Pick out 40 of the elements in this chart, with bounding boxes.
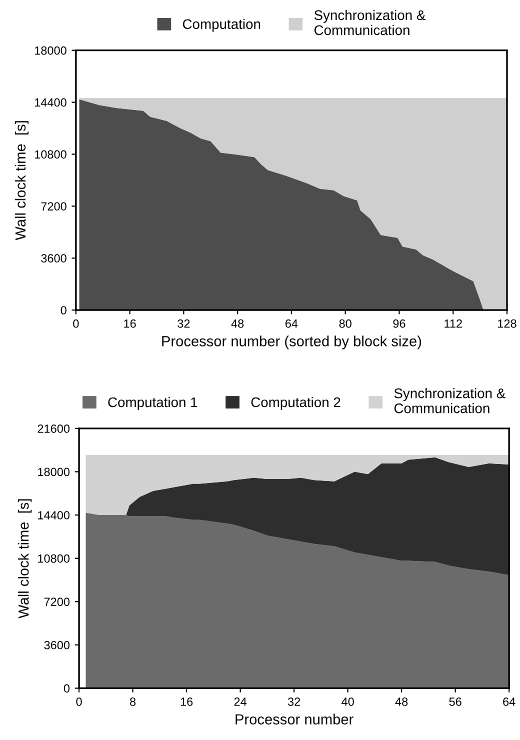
legend-label: Synchronization & Communication bbox=[314, 10, 426, 36]
x-tick-label: 48 bbox=[231, 319, 244, 328]
y-tick-label: 3600 bbox=[44, 640, 70, 650]
y-tick-label: 10800 bbox=[38, 554, 70, 563]
x-tick-label: 8 bbox=[130, 698, 136, 706]
x-axis-title: Processor number (sorted by block size) bbox=[162, 336, 422, 350]
legend-label: Computation bbox=[182, 18, 260, 32]
legend-label: Computation 2 bbox=[251, 396, 340, 410]
x-tick-label: 32 bbox=[288, 698, 300, 706]
y-tick-label: 7200 bbox=[44, 598, 70, 606]
x-axis-title: Processor number bbox=[236, 714, 354, 724]
y-tick-label: 14400 bbox=[38, 511, 70, 520]
x-tick-label: 48 bbox=[395, 698, 408, 706]
x-tick-label: 0 bbox=[76, 698, 82, 706]
x-tick-label: 32 bbox=[178, 319, 190, 328]
x-tick-label: 40 bbox=[342, 698, 354, 706]
y-tick-label: 3600 bbox=[41, 254, 66, 263]
y-tick-label: 21600 bbox=[38, 424, 70, 433]
y-tick-label: 0 bbox=[60, 306, 66, 314]
x-tick-label: 56 bbox=[449, 698, 462, 706]
y-tick-label: 0 bbox=[64, 684, 70, 693]
x-tick-label: 128 bbox=[498, 319, 516, 328]
y-tick-label: 7200 bbox=[41, 202, 66, 211]
x-tick-label: 80 bbox=[339, 319, 352, 328]
y-axis-title: Wall clock time [s] bbox=[18, 499, 32, 618]
y-tick-label: 14400 bbox=[34, 98, 66, 107]
x-tick-label: 96 bbox=[393, 319, 406, 328]
y-tick-label: 18000 bbox=[38, 468, 70, 476]
x-tick-label: 0 bbox=[73, 319, 79, 328]
y-tick-label: 10800 bbox=[34, 150, 66, 159]
x-tick-label: 16 bbox=[180, 698, 193, 706]
x-tick-label: 16 bbox=[124, 319, 136, 328]
legend-label: Computation 1 bbox=[108, 396, 198, 410]
legend-label: Synchronization & Communication bbox=[394, 388, 506, 414]
x-tick-label: 112 bbox=[444, 319, 462, 328]
x-tick-label: 64 bbox=[285, 319, 298, 328]
y-axis-title: Wall clock time [s] bbox=[14, 121, 29, 240]
y-tick-label: 18000 bbox=[34, 46, 66, 55]
x-tick-label: 24 bbox=[234, 698, 247, 706]
x-tick-label: 64 bbox=[503, 698, 516, 706]
